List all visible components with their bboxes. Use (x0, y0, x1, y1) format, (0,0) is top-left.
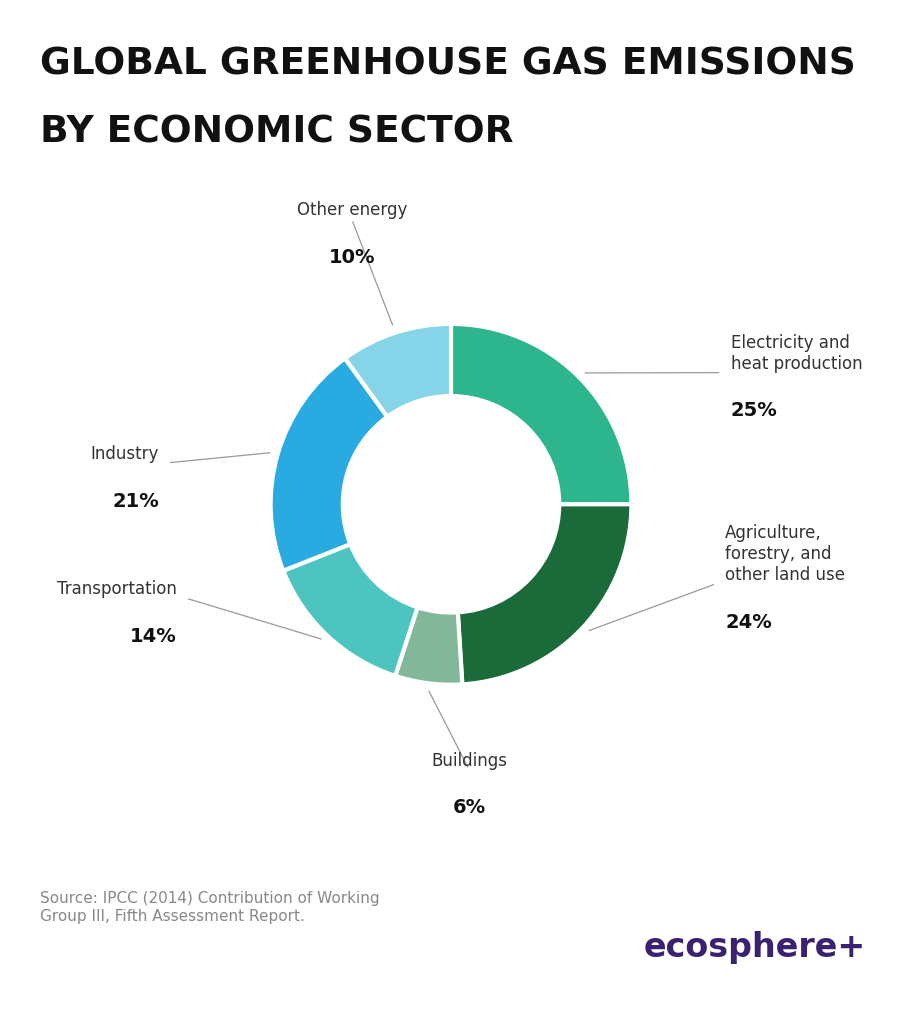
Text: Electricity and
heat production: Electricity and heat production (731, 334, 862, 373)
Text: BY ECONOMIC SECTOR: BY ECONOMIC SECTOR (40, 115, 513, 151)
Text: 21%: 21% (112, 492, 159, 511)
Text: Source: IPCC (2014) Contribution of Working
Group III, Fifth Assessment Report.: Source: IPCC (2014) Contribution of Work… (40, 891, 380, 924)
Wedge shape (458, 504, 631, 684)
Text: GLOBAL GREENHOUSE GAS EMISSIONS: GLOBAL GREENHOUSE GAS EMISSIONS (40, 46, 856, 82)
Text: Industry: Industry (90, 444, 159, 463)
Wedge shape (451, 324, 631, 504)
Text: ecosphere+: ecosphere+ (644, 931, 866, 964)
Text: Buildings: Buildings (431, 752, 507, 769)
Wedge shape (271, 358, 387, 570)
Text: 6%: 6% (453, 799, 485, 817)
Text: 24%: 24% (725, 612, 772, 632)
Wedge shape (283, 544, 418, 676)
Text: 10%: 10% (328, 248, 375, 267)
Text: Transportation: Transportation (57, 581, 177, 598)
Wedge shape (345, 324, 451, 417)
Wedge shape (395, 607, 463, 685)
Text: 25%: 25% (731, 401, 778, 421)
Text: Agriculture,
forestry, and
other land use: Agriculture, forestry, and other land us… (725, 524, 845, 584)
Text: Other energy: Other energy (297, 202, 407, 219)
Text: 14%: 14% (130, 627, 177, 646)
